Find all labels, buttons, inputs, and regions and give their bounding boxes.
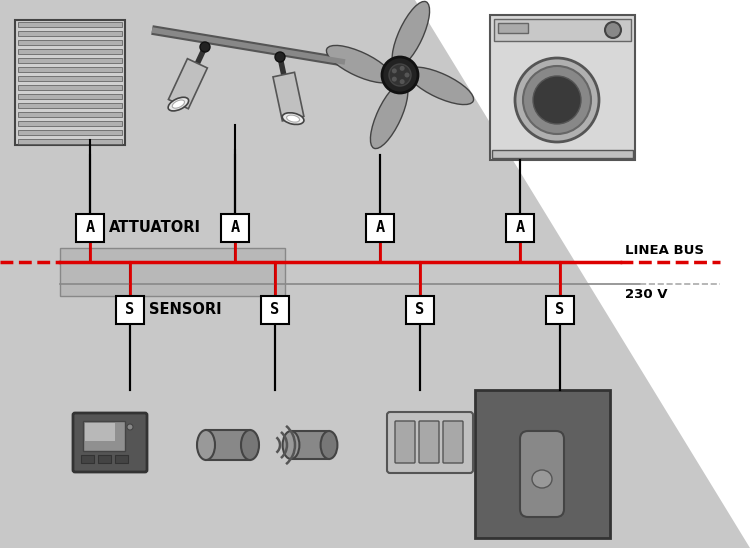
Bar [261,296,289,324]
Bar [18,58,122,63]
Circle shape [392,77,397,82]
Bar [18,130,122,135]
Bar [85,423,115,441]
Ellipse shape [407,67,473,105]
Circle shape [200,42,210,52]
Ellipse shape [370,83,408,149]
Text: A: A [230,220,239,236]
Circle shape [127,424,133,430]
Ellipse shape [168,98,188,111]
Bar [18,49,122,54]
FancyBboxPatch shape [520,431,564,517]
Text: S: S [556,302,565,317]
Circle shape [523,66,591,134]
Text: ATTUATORI: ATTUATORI [109,220,201,236]
Bar [475,390,610,538]
FancyBboxPatch shape [419,421,439,463]
Bar [116,296,144,324]
Bar [18,31,122,36]
Bar [60,248,285,296]
Ellipse shape [320,431,338,459]
Bar [546,296,574,324]
Bar [18,103,122,108]
Bar [490,15,635,160]
Bar [18,40,122,45]
Bar [18,139,122,144]
Circle shape [515,58,599,142]
Text: S: S [125,302,134,317]
Ellipse shape [326,45,392,83]
Ellipse shape [392,2,430,67]
Ellipse shape [283,431,299,459]
Bar [76,214,104,242]
Circle shape [389,64,411,86]
Bar [18,76,122,81]
Bar [15,20,125,145]
Bar [115,455,128,463]
Text: LINEA BUS: LINEA BUS [625,244,704,257]
Text: S: S [416,302,424,317]
Bar [221,214,249,242]
Ellipse shape [286,115,299,122]
Circle shape [275,52,285,62]
Ellipse shape [532,470,552,488]
Bar [366,214,394,242]
Text: SENSORI: SENSORI [149,302,222,317]
Polygon shape [415,0,750,548]
Bar [83,421,125,451]
Circle shape [404,72,410,77]
Bar [18,67,122,72]
FancyBboxPatch shape [73,413,147,472]
FancyBboxPatch shape [387,412,473,473]
Bar [494,19,631,41]
FancyBboxPatch shape [443,421,463,463]
Bar [206,430,250,460]
Bar [18,22,122,27]
Bar [492,150,633,158]
Text: A: A [515,220,524,236]
FancyBboxPatch shape [395,421,415,463]
Bar [98,455,111,463]
Polygon shape [169,59,207,109]
Bar [506,214,534,242]
Ellipse shape [282,113,304,124]
Text: A: A [86,220,94,236]
Circle shape [400,66,405,71]
Bar [18,121,122,126]
Circle shape [382,57,418,93]
Bar [18,112,122,117]
Bar [498,23,528,33]
Polygon shape [273,72,304,121]
Bar [18,94,122,99]
Bar [81,455,94,463]
Text: 230 V: 230 V [625,288,668,301]
Circle shape [605,22,621,38]
Circle shape [392,68,397,73]
Ellipse shape [197,430,215,460]
Bar [18,85,122,90]
Bar [406,296,434,324]
Text: S: S [271,302,280,317]
Circle shape [400,79,405,84]
Bar [291,431,329,459]
Text: A: A [376,220,385,236]
Circle shape [533,76,581,124]
Ellipse shape [241,430,259,460]
Ellipse shape [172,100,184,108]
